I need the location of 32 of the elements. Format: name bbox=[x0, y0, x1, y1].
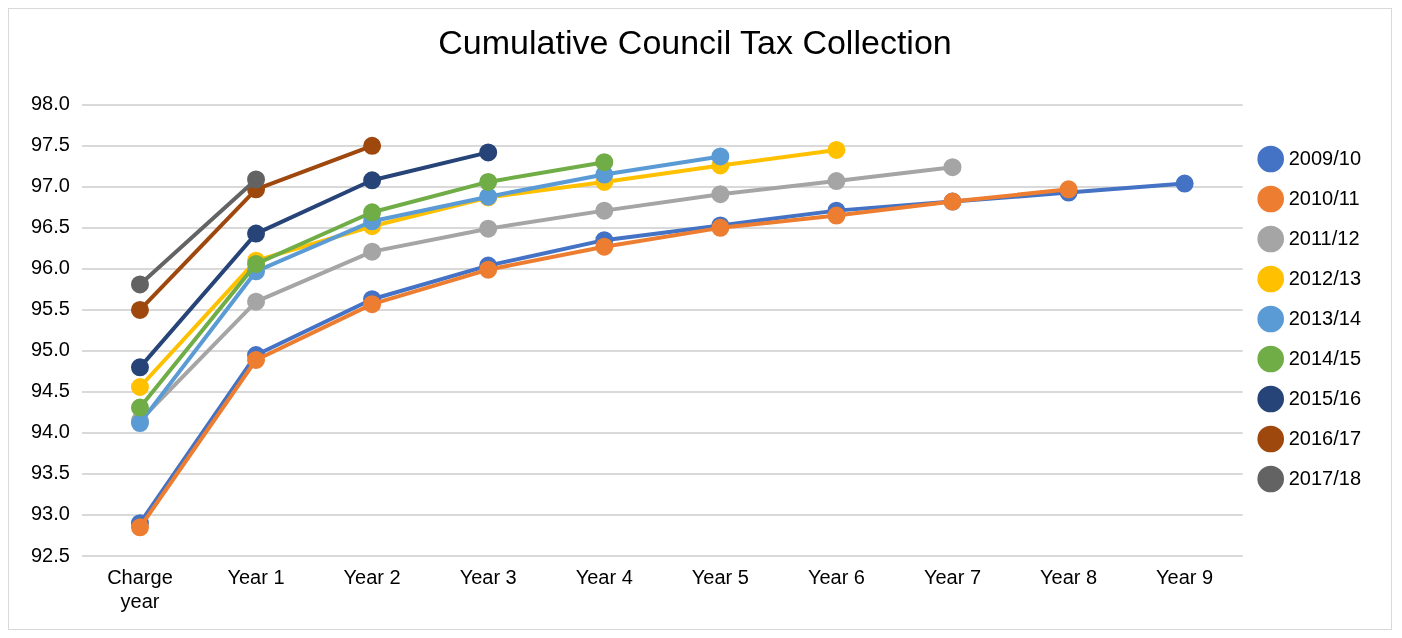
y-tick-label: 93.5 bbox=[30, 461, 70, 484]
y-tick-label: 93.0 bbox=[30, 502, 70, 525]
legend-label: 2015/16 bbox=[1288, 386, 1361, 409]
x-tick-label: Year 1 bbox=[227, 565, 285, 588]
y-tick-label: 94.5 bbox=[30, 379, 70, 402]
x-tick-label: Charge year bbox=[107, 565, 173, 612]
legend-label: 2014/15 bbox=[1288, 346, 1361, 369]
y-tick-label: 95.0 bbox=[30, 338, 70, 361]
legend-label: 2011/12 bbox=[1288, 226, 1360, 249]
y-tick-label: 97.5 bbox=[30, 133, 70, 156]
y-tick-label: 97.0 bbox=[30, 174, 70, 197]
legend-label: 2017/18 bbox=[1288, 466, 1361, 489]
x-tick-label: Year 9 bbox=[1156, 565, 1214, 588]
x-tick-label: Year 3 bbox=[459, 565, 517, 588]
legend-label: 2009/10 bbox=[1288, 146, 1361, 169]
y-tick-label: 95.5 bbox=[30, 297, 70, 320]
y-tick-label: 92.5 bbox=[30, 543, 70, 566]
x-tick-label: Year 6 bbox=[807, 565, 865, 588]
x-tick-label: Year 7 bbox=[923, 565, 982, 588]
legend-label: 2010/11 bbox=[1288, 186, 1360, 209]
y-tick-label: 94.0 bbox=[30, 420, 70, 443]
y-tick-label: 96.5 bbox=[30, 215, 70, 238]
y-tick-label: 96.0 bbox=[30, 256, 70, 279]
x-tick-label: Year 5 bbox=[691, 565, 749, 588]
chart-title: Cumulative Council Tax Collection bbox=[438, 22, 952, 61]
x-tick-label: Year 2 bbox=[343, 565, 401, 588]
legend-label: 2013/14 bbox=[1288, 306, 1361, 329]
legend-label: 2016/17 bbox=[1288, 426, 1361, 449]
legend-label: 2012/13 bbox=[1288, 266, 1361, 289]
x-tick-label: Year 4 bbox=[575, 565, 633, 588]
x-tick-label: Year 8 bbox=[1040, 565, 1098, 588]
y-tick-label: 98.0 bbox=[30, 92, 70, 115]
